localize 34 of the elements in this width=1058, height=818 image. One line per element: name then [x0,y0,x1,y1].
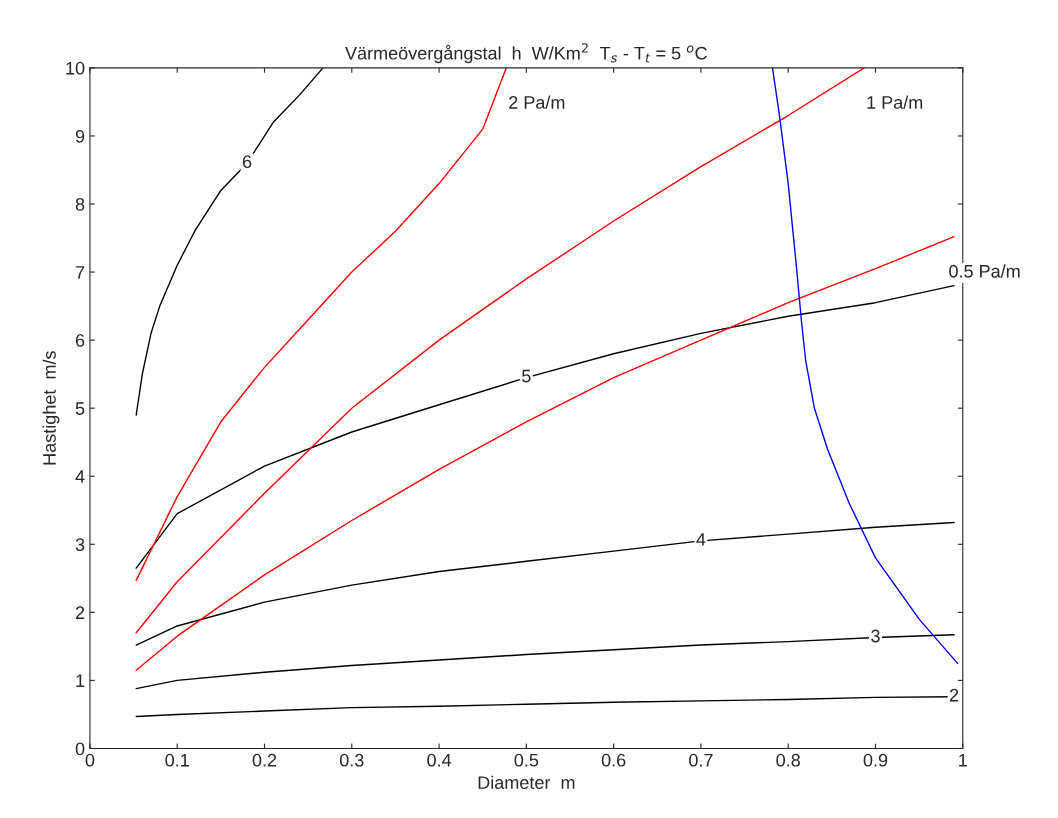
x-tick-label: 0.9 [863,753,888,767]
x-tick-label: 0.2 [252,753,277,767]
x-tick-label: 1 [959,753,967,767]
y-tick-label: 8 [75,197,85,211]
chart-title: Värmeövergångstal h W/Km$^{2}$ T$_{s}$ - T$_{t}$ = 5 $^{o}$C [345,43,707,64]
line-series [135,521,955,646]
line-series [135,284,955,569]
y-tick-label: 10 [66,61,85,75]
series-label: 1 Pa/m [867,95,923,109]
y-tick-label: 4 [75,470,85,483]
series-label: 0.5 Pa/m [949,264,1020,278]
x-axis-title: Diameter m [478,775,575,789]
x-tick-label: 0.6 [601,753,626,767]
y-axis-title: Hastighet m/s [42,351,60,465]
y-tick-label: 7 [75,266,85,279]
x-tick-label: 0 [85,753,95,767]
annotation: 2 [949,688,959,702]
x-tick-label: 0.7 [689,753,713,767]
y-tick-label: 1 [76,674,85,687]
y-tick-label: 5 [75,402,85,415]
x-tick-label: 0.8 [776,753,800,767]
series-label: 2 Pa/m [509,95,565,109]
x-tick-label: 0.1 [165,753,189,767]
line-series [135,67,865,634]
y-tick-label: 0 [75,742,85,756]
x-tick-label: 0.4 [427,753,452,767]
y-tick-label: 9 [75,129,85,143]
y-tick-label: 2 [75,606,85,619]
line-series [135,67,324,416]
x-tick-label: 0.5 [514,753,539,767]
y-tick-label: 3 [75,538,85,552]
y-tick-label: 6 [75,334,85,347]
x-tick-label: 0.3 [339,753,364,767]
line-series [135,67,507,582]
